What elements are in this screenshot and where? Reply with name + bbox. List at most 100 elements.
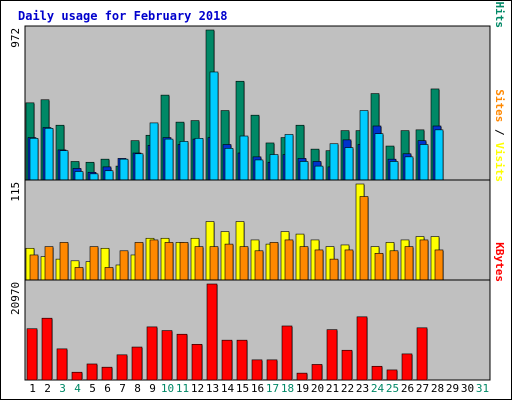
bar-sites-day-20 bbox=[314, 249, 324, 281]
bar-kbytes-day-20 bbox=[311, 364, 323, 381]
bar-kbytes-day-12 bbox=[191, 343, 203, 381]
bar-pages-day-8 bbox=[134, 153, 144, 181]
axis-label-part: / bbox=[493, 0, 506, 2]
bar-pages-day-11 bbox=[179, 141, 189, 181]
bar-kbytes-day-17 bbox=[266, 359, 278, 381]
x-tick-label: 30 bbox=[461, 382, 474, 395]
bar-sites-day-23 bbox=[359, 196, 369, 281]
bar-sites-day-13 bbox=[209, 246, 219, 281]
x-tick-label: 16 bbox=[251, 382, 264, 395]
x-tick-label: 27 bbox=[416, 382, 429, 395]
bar-kbytes-day-1 bbox=[26, 328, 38, 381]
bar-pages-day-19 bbox=[299, 161, 309, 181]
bar-kbytes-day-7 bbox=[116, 354, 128, 381]
bar-pages-day-22 bbox=[344, 147, 354, 181]
bar-kbytes-day-8 bbox=[131, 346, 143, 381]
bar-pages-day-13 bbox=[209, 71, 219, 181]
axis-series-label: Pages / Files / Hits bbox=[493, 0, 506, 28]
x-tick-label: 8 bbox=[134, 382, 141, 395]
bar-sites-day-26 bbox=[404, 246, 414, 281]
x-tick-label: 6 bbox=[104, 382, 111, 395]
chart-panel-2: 115 Sites / Visits bbox=[9, 89, 506, 281]
x-tick-label: 23 bbox=[356, 382, 369, 395]
bar-pages-day-14 bbox=[224, 148, 234, 181]
bar-pages-day-5 bbox=[89, 173, 99, 181]
bar-kbytes-day-14 bbox=[221, 339, 233, 381]
bar-sites-day-18 bbox=[284, 239, 294, 281]
bar-pages-day-18 bbox=[284, 134, 294, 181]
bar-pages-day-15 bbox=[239, 135, 249, 181]
bar-kbytes-day-15 bbox=[236, 339, 248, 381]
bar-kbytes-day-18 bbox=[281, 325, 293, 381]
bar-sites-day-16 bbox=[254, 250, 264, 281]
bar-kbytes-day-22 bbox=[341, 349, 353, 381]
x-tick-label: 12 bbox=[191, 382, 204, 395]
axis-label-part: Sites bbox=[493, 89, 506, 122]
x-tick-label: 14 bbox=[221, 382, 235, 395]
bar-pages-day-25 bbox=[389, 161, 399, 181]
chart-panel-3: 20970 KBytes bbox=[9, 242, 506, 381]
bar-kbytes-day-25 bbox=[386, 369, 398, 381]
x-tick-label: 24 bbox=[371, 382, 385, 395]
bar-kbytes-day-27 bbox=[416, 327, 428, 381]
bar-pages-day-23 bbox=[359, 110, 369, 181]
chart-title: Daily usage for February 2018 bbox=[18, 9, 228, 23]
bar-sites-day-1 bbox=[29, 254, 39, 281]
bar-sites-day-25 bbox=[389, 250, 399, 281]
bar-kbytes-day-11 bbox=[176, 333, 188, 381]
bar-sites-day-12 bbox=[194, 246, 204, 281]
x-tick-label: 11 bbox=[176, 382, 189, 395]
bar-kbytes-day-13 bbox=[206, 283, 218, 381]
chart-panel-1: 972 Pages / Files / Hits bbox=[9, 0, 506, 181]
bar-pages-day-3 bbox=[59, 150, 69, 181]
x-tick-label: 17 bbox=[266, 382, 279, 395]
x-tick-label: 28 bbox=[431, 382, 444, 395]
bar-pages-day-4 bbox=[74, 171, 84, 181]
bar-pages-day-7 bbox=[119, 158, 129, 181]
bar-kbytes-day-21 bbox=[326, 329, 338, 381]
x-tick-label: 31 bbox=[476, 382, 489, 395]
bar-sites-day-10 bbox=[164, 242, 174, 281]
bar-pages-day-2 bbox=[44, 128, 54, 181]
x-tick-label: 29 bbox=[446, 382, 459, 395]
bar-kbytes-day-9 bbox=[146, 326, 158, 381]
bar-kbytes-day-23 bbox=[356, 316, 368, 381]
bar-pages-day-1 bbox=[29, 138, 39, 181]
x-tick-label: 1 bbox=[29, 382, 36, 395]
x-tick-label: 13 bbox=[206, 382, 219, 395]
bar-pages-day-27 bbox=[419, 144, 429, 181]
axis-label-part: Visits bbox=[493, 142, 506, 182]
x-tick-label: 26 bbox=[401, 382, 414, 395]
x-tick-label: 22 bbox=[341, 382, 354, 395]
bar-pages-day-24 bbox=[374, 133, 384, 181]
x-tick-label: 2 bbox=[44, 382, 51, 395]
x-tick-label: 5 bbox=[89, 382, 96, 395]
bar-kbytes-day-6 bbox=[101, 366, 113, 381]
bar-sites-day-7 bbox=[119, 250, 129, 281]
bar-kbytes-day-4 bbox=[71, 371, 83, 381]
bar-kbytes-day-26 bbox=[401, 353, 413, 381]
x-tick-label: 20 bbox=[311, 382, 324, 395]
bar-sites-day-6 bbox=[104, 267, 114, 281]
x-tick-label: 15 bbox=[236, 382, 249, 395]
bar-sites-day-17 bbox=[269, 242, 279, 281]
axis-max-label: 20970 bbox=[9, 282, 22, 315]
bar-sites-day-24 bbox=[374, 252, 384, 281]
bar-sites-day-11 bbox=[179, 242, 189, 281]
bar-sites-day-9 bbox=[149, 239, 159, 281]
bar-sites-day-3 bbox=[59, 242, 69, 281]
bar-kbytes-day-19 bbox=[296, 372, 308, 381]
x-tick-label: 7 bbox=[119, 382, 126, 395]
bar-pages-day-26 bbox=[404, 156, 414, 181]
axis-label-part: / bbox=[493, 122, 506, 142]
bar-sites-day-8 bbox=[134, 242, 144, 281]
x-tick-label: 3 bbox=[59, 382, 66, 395]
bar-kbytes-day-2 bbox=[41, 317, 53, 381]
bar-sites-day-27 bbox=[419, 239, 429, 281]
bar-pages-day-16 bbox=[254, 159, 264, 181]
bar-pages-day-9 bbox=[149, 122, 159, 181]
bar-pages-day-10 bbox=[164, 138, 174, 181]
x-tick-label: 19 bbox=[296, 382, 309, 395]
bar-pages-day-20 bbox=[314, 165, 324, 181]
